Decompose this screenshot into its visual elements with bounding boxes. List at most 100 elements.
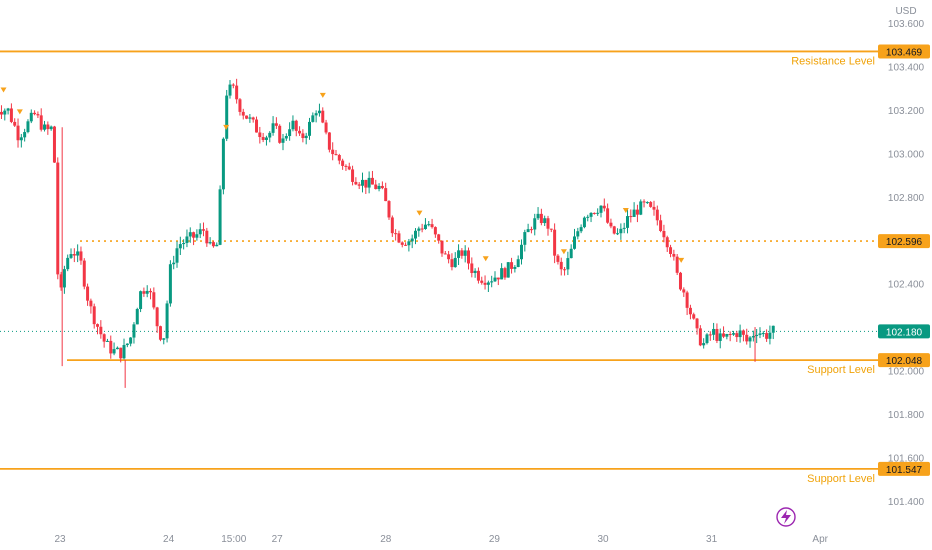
candle-body <box>592 212 596 214</box>
y-tick-label: 102.800 <box>888 193 925 204</box>
x-tick-label: 28 <box>380 534 392 545</box>
candle-body <box>712 328 716 335</box>
candle-body <box>271 123 275 133</box>
candle-body <box>493 277 497 282</box>
candle-body <box>685 292 689 308</box>
candle-body <box>549 228 553 230</box>
level-badge-resistance <box>878 44 930 59</box>
candle-body <box>298 130 302 134</box>
candle-body <box>672 253 676 257</box>
candle-body <box>546 218 550 229</box>
candle-body <box>572 236 576 249</box>
candle-body <box>175 248 179 263</box>
candle-body <box>291 120 295 130</box>
candle-body <box>92 306 96 325</box>
candle-body <box>301 133 305 139</box>
y-tick-label: 103.600 <box>888 19 925 30</box>
candle-body <box>274 123 278 126</box>
x-tick-label: 31 <box>706 534 718 545</box>
candle-body <box>311 115 315 122</box>
candle-body <box>261 137 265 140</box>
candle-body <box>59 274 63 288</box>
lightning-icon[interactable] <box>776 507 796 527</box>
candle-body <box>264 137 268 140</box>
candle-body <box>52 126 56 163</box>
candle-body <box>619 228 623 234</box>
candle-body <box>718 333 722 341</box>
candle-body <box>251 117 255 120</box>
candle-body <box>473 270 477 274</box>
candle-body <box>208 242 212 244</box>
candle-body <box>649 202 653 207</box>
candle-body <box>198 229 202 235</box>
signal-marker <box>319 92 326 98</box>
lightning-icon-ring <box>776 507 796 527</box>
candle-body <box>725 334 729 337</box>
candle-body <box>602 205 606 209</box>
candle-body <box>387 201 391 218</box>
candle-body <box>79 251 83 261</box>
current-price-value: 102.180 <box>886 327 923 338</box>
x-tick-label: Apr <box>812 534 828 545</box>
candle-body <box>26 121 30 133</box>
candle-body <box>284 136 288 139</box>
candle-body <box>526 229 530 233</box>
candle-body <box>682 289 686 293</box>
y-tick-label: 103.400 <box>888 62 925 73</box>
candle-body <box>715 328 719 341</box>
x-tick-label: 15:00 <box>221 534 246 545</box>
price-axis[interactable]: USD 103.600 103.400 103.200 103.000 102.800 10… <box>888 6 925 508</box>
candle-body <box>135 309 139 325</box>
candle-body <box>139 291 143 310</box>
candle-body <box>331 149 335 155</box>
candle-body <box>407 241 411 246</box>
candle-body <box>192 232 196 238</box>
x-tick-label: 24 <box>163 534 175 545</box>
candle-body <box>119 347 123 359</box>
candle-body <box>529 229 533 231</box>
candle-body <box>761 333 765 335</box>
candle-body <box>632 209 636 217</box>
candle-body <box>440 240 444 254</box>
candle-body <box>0 111 3 115</box>
candle-body <box>66 257 70 270</box>
candle-body <box>698 328 702 346</box>
candle-body <box>228 84 232 96</box>
candle-body <box>490 281 494 283</box>
candle-body <box>235 85 239 100</box>
candle-body <box>142 291 146 294</box>
candle-body <box>294 120 298 131</box>
candle-body <box>155 307 159 327</box>
x-tick-label: 30 <box>597 534 609 545</box>
candle-body <box>185 236 189 243</box>
candle-body <box>324 122 328 133</box>
candle-body <box>36 114 40 116</box>
candle-body <box>49 126 53 130</box>
candle-body <box>96 324 100 327</box>
candle-body <box>622 227 626 229</box>
candle-body <box>480 280 484 283</box>
candle-body <box>496 277 500 280</box>
candle-body <box>738 330 742 338</box>
candle-body <box>377 185 381 190</box>
y-tick-label: 102.000 <box>888 367 925 378</box>
candle-body <box>566 258 570 270</box>
candle-body <box>470 263 474 274</box>
candle-body <box>72 254 76 256</box>
candle-body <box>202 229 206 231</box>
current-price-badge <box>878 324 930 339</box>
candle-body <box>62 269 66 288</box>
candle-body <box>288 129 292 137</box>
candle-body <box>748 337 752 342</box>
candle-body <box>609 222 613 227</box>
time-axis[interactable]: 23 24 15:00 27 28 29 30 31 Apr <box>54 534 828 545</box>
candle-body <box>308 121 312 136</box>
candle-body <box>195 234 199 238</box>
candle-body <box>56 162 60 275</box>
candle-body <box>652 206 656 210</box>
candle-body <box>539 213 543 224</box>
candle-body <box>450 259 454 268</box>
candle-body <box>374 184 378 190</box>
